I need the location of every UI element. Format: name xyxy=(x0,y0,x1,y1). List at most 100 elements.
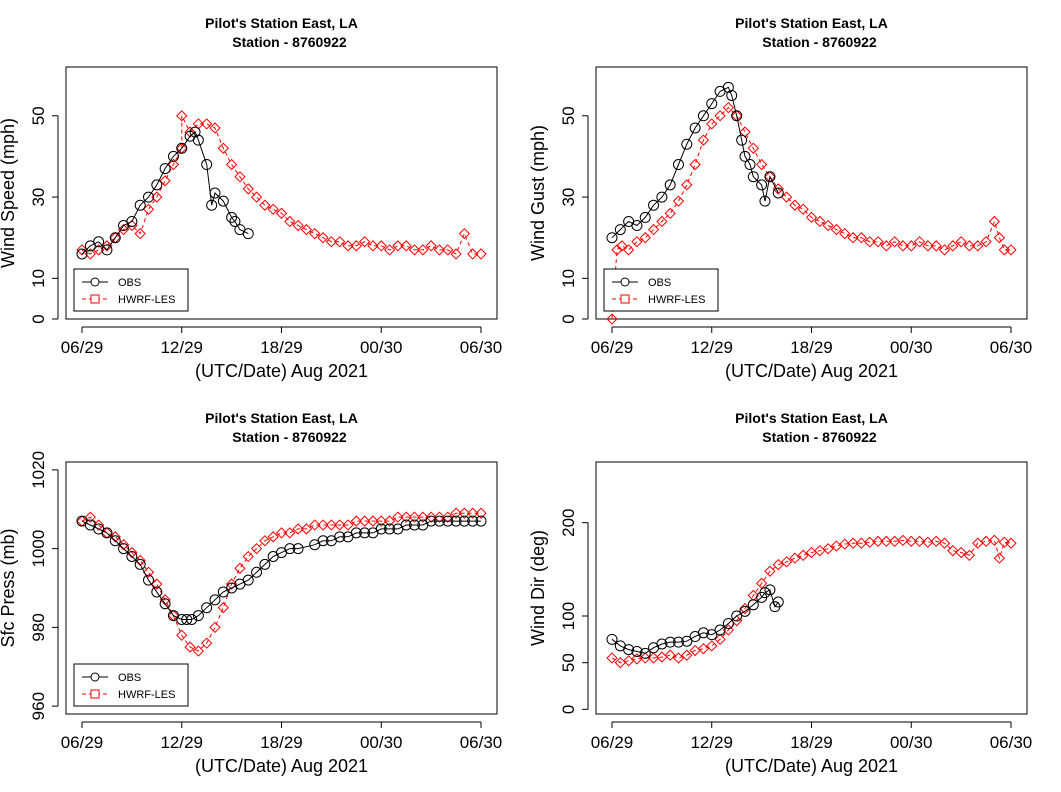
data-point xyxy=(797,203,809,215)
data-point xyxy=(780,556,793,568)
x-tick-label: 18/29 xyxy=(260,338,303,357)
data-point xyxy=(922,536,934,548)
data-point xyxy=(134,199,146,211)
data-point xyxy=(181,614,193,625)
data-point xyxy=(109,535,121,547)
data-point xyxy=(242,183,254,195)
data-point xyxy=(392,511,404,523)
x-tick-label: 12/29 xyxy=(690,338,733,357)
data-point xyxy=(192,134,204,146)
series-line xyxy=(81,131,249,255)
legend-marker xyxy=(620,294,630,304)
y-tick-label: 10 xyxy=(559,269,578,288)
data-point xyxy=(442,244,454,256)
data-point xyxy=(342,519,354,531)
series-line xyxy=(611,106,1011,320)
data-point xyxy=(805,546,818,559)
data-point xyxy=(913,236,926,248)
data-point xyxy=(759,195,771,207)
data-point xyxy=(963,549,976,561)
data-point xyxy=(647,652,660,664)
x-tick-label: 00/30 xyxy=(360,338,403,357)
data-point xyxy=(739,126,751,138)
data-point xyxy=(672,652,685,664)
legend-box xyxy=(73,268,189,312)
data-point xyxy=(400,511,412,523)
data-point xyxy=(616,240,628,252)
data-point xyxy=(425,511,437,523)
data-point xyxy=(747,142,759,154)
data-point xyxy=(764,171,776,183)
x-tick-label: 06/30 xyxy=(990,733,1033,752)
series-line xyxy=(611,86,779,239)
data-point xyxy=(947,240,959,252)
data-point xyxy=(739,605,751,617)
data-point xyxy=(814,545,826,557)
data-point xyxy=(864,536,876,548)
data-point xyxy=(425,515,437,527)
series-hwrf-les xyxy=(76,507,487,657)
legend: OBS HWRF-LES xyxy=(603,268,719,312)
data-point xyxy=(76,515,88,527)
data-point xyxy=(1005,537,1017,549)
series-line xyxy=(611,589,779,654)
plot-frame xyxy=(65,66,498,320)
data-point xyxy=(201,637,213,649)
data-point xyxy=(726,89,738,101)
data-point xyxy=(186,614,198,625)
data-point xyxy=(697,643,710,655)
data-point xyxy=(234,171,246,183)
data-point xyxy=(998,536,1011,548)
legend-marker xyxy=(90,277,100,287)
data-point xyxy=(101,527,113,539)
data-point xyxy=(184,641,196,653)
chart-panel-3: Pilot's Station East, LA Station - 876092… xyxy=(0,410,502,776)
data-point xyxy=(192,118,205,130)
data-point xyxy=(275,527,288,539)
x-tick-label: 06/29 xyxy=(61,733,104,752)
data-point xyxy=(772,183,784,195)
data-point xyxy=(383,515,396,527)
series-line xyxy=(81,520,481,620)
x-tick-label: 06/30 xyxy=(990,338,1033,357)
data-point xyxy=(614,657,626,669)
data-point xyxy=(284,527,296,539)
data-point xyxy=(251,566,263,578)
data-point xyxy=(789,199,801,211)
data-point xyxy=(714,110,726,122)
data-point xyxy=(325,519,338,531)
data-point xyxy=(689,644,701,657)
data-point xyxy=(109,232,121,244)
data-point xyxy=(697,627,709,639)
data-point xyxy=(350,240,362,252)
data-point xyxy=(234,562,246,574)
panel-title: Pilot's Station East, LA xyxy=(735,410,888,426)
data-point xyxy=(167,158,180,171)
data-point xyxy=(972,240,984,252)
data-point xyxy=(417,244,429,256)
y-tick-label: 30 xyxy=(29,188,48,207)
panel-title: Pilot's Station East, LA xyxy=(735,15,888,31)
data-point xyxy=(350,527,362,539)
legend-label: OBS xyxy=(118,672,141,684)
data-point xyxy=(367,240,379,252)
data-point xyxy=(755,577,768,589)
data-point xyxy=(209,594,221,606)
data-point xyxy=(384,523,396,535)
data-point xyxy=(664,179,676,191)
legend-marker xyxy=(90,689,100,699)
data-point xyxy=(142,203,155,215)
data-point xyxy=(905,240,917,252)
series-hwrf-les xyxy=(606,534,1017,669)
data-point xyxy=(681,649,693,661)
y-tick-label: 0 xyxy=(559,314,578,323)
data-point xyxy=(250,542,263,555)
data-point xyxy=(755,158,768,171)
data-point xyxy=(309,227,321,240)
data-point xyxy=(689,122,701,134)
data-point xyxy=(606,313,618,325)
data-point xyxy=(731,110,743,122)
plot-frame xyxy=(65,461,498,715)
data-point xyxy=(706,98,718,110)
data-point xyxy=(250,191,263,203)
